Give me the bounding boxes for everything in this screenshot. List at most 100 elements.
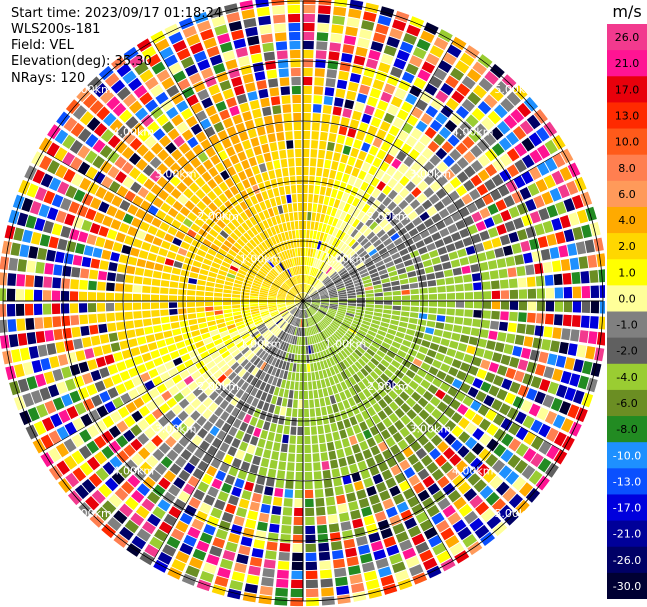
velocity-gate xyxy=(367,395,377,406)
velocity-gate xyxy=(315,212,321,222)
velocity-gate xyxy=(239,421,249,432)
velocity-gate xyxy=(462,136,475,149)
velocity-gate xyxy=(73,338,83,350)
velocity-gate xyxy=(110,56,126,71)
velocity-gate xyxy=(529,238,540,250)
velocity-gate xyxy=(309,288,316,295)
velocity-gate xyxy=(340,349,348,359)
velocity-gate xyxy=(304,309,307,318)
velocity-gate xyxy=(194,254,204,263)
velocity-gate xyxy=(309,176,315,185)
velocity-gate xyxy=(192,260,202,268)
velocity-gate xyxy=(272,326,279,334)
velocity-gate xyxy=(192,355,202,364)
velocity-gate xyxy=(289,344,294,353)
velocity-gate xyxy=(371,502,384,514)
velocity-gate xyxy=(325,338,332,347)
velocity-gate xyxy=(353,384,362,394)
velocity-gate xyxy=(527,288,537,299)
velocity-gate xyxy=(277,297,286,300)
velocity-gate xyxy=(318,389,324,398)
velocity-gate xyxy=(366,437,377,448)
velocity-gate xyxy=(395,331,405,339)
velocity-gate xyxy=(116,185,129,198)
velocity-gate xyxy=(62,265,72,277)
velocity-gate xyxy=(410,301,420,306)
velocity-gate xyxy=(269,459,278,470)
velocity-gate xyxy=(198,228,208,238)
velocity-gate xyxy=(231,301,241,305)
velocity-gate xyxy=(173,260,183,269)
velocity-gate xyxy=(190,422,202,434)
velocity-gate xyxy=(183,375,194,386)
velocity-gate xyxy=(279,288,288,293)
velocity-gate xyxy=(209,54,223,66)
velocity-gate xyxy=(285,298,295,301)
velocity-gate xyxy=(476,183,489,196)
velocity-gate xyxy=(303,274,306,284)
velocity-gate xyxy=(446,293,456,300)
velocity-gate xyxy=(281,516,292,525)
velocity-gate xyxy=(432,490,446,503)
velocity-gate xyxy=(479,433,492,446)
velocity-gate xyxy=(436,161,449,174)
velocity-gate xyxy=(243,413,252,424)
velocity-gate xyxy=(173,498,186,511)
velocity-gate xyxy=(311,301,321,303)
velocity-gate xyxy=(423,187,435,198)
velocity-gate xyxy=(146,53,161,68)
velocity-gate xyxy=(196,579,212,592)
velocity-gate xyxy=(455,292,465,300)
velocity-gate xyxy=(411,187,422,198)
velocity-gate xyxy=(447,44,462,58)
velocity-gate xyxy=(398,364,408,374)
velocity-gate xyxy=(213,355,223,364)
velocity-gate xyxy=(195,131,207,143)
velocity-gate xyxy=(340,117,350,127)
velocity-gate xyxy=(428,534,443,548)
velocity-gate xyxy=(342,359,351,368)
velocity-gate xyxy=(303,390,309,400)
velocity-gate xyxy=(268,306,277,311)
velocity-gate xyxy=(298,390,303,400)
velocity-gate xyxy=(262,106,272,117)
velocity-gate xyxy=(176,121,189,134)
velocity-gate xyxy=(322,276,329,283)
velocity-gate xyxy=(182,332,192,340)
velocity-gate xyxy=(218,346,228,355)
velocity-gate xyxy=(357,234,366,244)
velocity-gate xyxy=(351,64,364,75)
velocity-gate xyxy=(163,54,178,68)
velocity-gate xyxy=(156,339,167,349)
velocity-gate xyxy=(300,293,303,301)
velocity-gate xyxy=(134,267,145,276)
velocity-gate xyxy=(429,75,443,89)
velocity-gate xyxy=(292,94,301,104)
velocity-gate xyxy=(292,399,298,408)
colorbar-tick-label: 8.0 xyxy=(618,162,636,175)
velocity-gate xyxy=(461,265,471,274)
colorbar-swatch xyxy=(607,128,647,156)
velocity-gate xyxy=(286,295,295,299)
velocity-gate xyxy=(491,142,505,157)
velocity-gate xyxy=(286,140,294,149)
velocity-gate xyxy=(177,410,189,422)
velocity-gate xyxy=(398,199,409,210)
velocity-gate xyxy=(296,239,300,248)
colorbar-tick-label: -21.0 xyxy=(613,528,641,541)
velocity-gate xyxy=(58,478,73,494)
velocity-gate xyxy=(358,84,371,95)
velocity-gate xyxy=(324,487,334,497)
velocity-gate xyxy=(297,301,303,308)
velocity-gate xyxy=(258,296,268,300)
velocity-gate xyxy=(417,489,430,502)
velocity-gate xyxy=(422,390,434,402)
velocity-gate xyxy=(158,247,169,257)
velocity-gate xyxy=(205,306,214,312)
velocity-gate xyxy=(488,362,500,373)
velocity-gate xyxy=(321,406,328,416)
velocity-gate xyxy=(401,101,414,113)
velocity-gate xyxy=(110,219,122,231)
velocity-gate xyxy=(357,402,366,412)
velocity-gate xyxy=(291,561,303,571)
